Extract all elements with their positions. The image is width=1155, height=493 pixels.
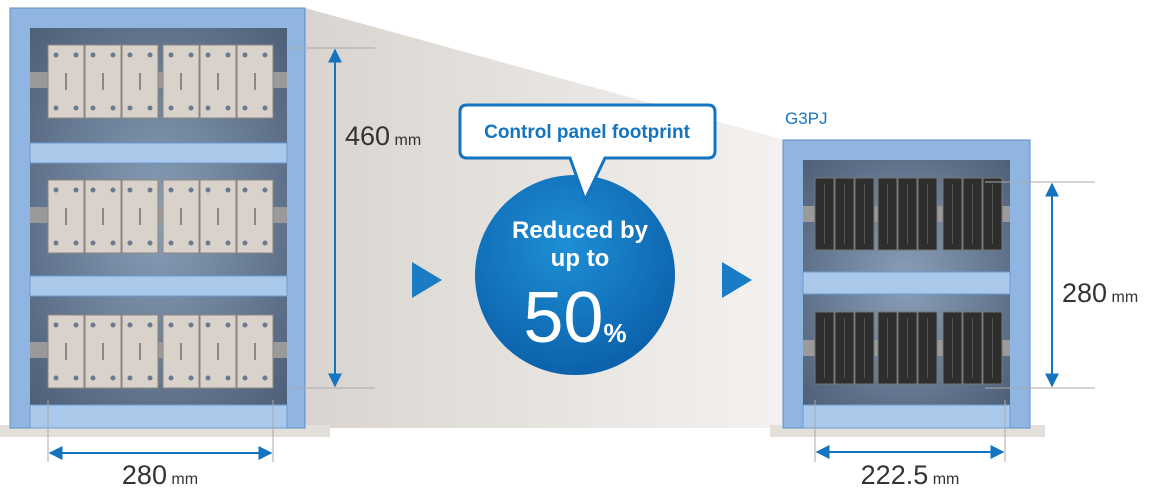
relay-screw xyxy=(90,240,96,246)
height-label: 280 mm xyxy=(1062,278,1138,308)
relay-screw xyxy=(262,322,268,328)
relay-screw xyxy=(242,375,248,381)
arrow xyxy=(412,262,442,298)
relay-screw xyxy=(53,105,59,111)
relay-screw xyxy=(262,105,268,111)
relay-screw xyxy=(90,52,96,58)
callout-text: up to xyxy=(551,245,610,272)
relay-screw xyxy=(110,187,116,193)
relay-screw xyxy=(225,375,231,381)
relay-screw xyxy=(242,322,248,328)
relay-screw xyxy=(188,375,194,381)
relay-screw xyxy=(168,322,174,328)
relay-screw xyxy=(127,105,133,111)
relay-screw xyxy=(205,240,211,246)
rail xyxy=(802,404,1011,429)
relay-screw xyxy=(90,187,96,193)
relay-screw xyxy=(147,375,153,381)
relay-screw xyxy=(168,240,174,246)
relay-screw xyxy=(110,375,116,381)
relay-screw xyxy=(53,240,59,246)
relay-screw xyxy=(110,105,116,111)
reduction-circle xyxy=(475,175,675,375)
relay-screw xyxy=(168,105,174,111)
relay-screw xyxy=(73,240,79,246)
relay-screw xyxy=(73,375,79,381)
relay-screw xyxy=(188,105,194,111)
right-panel xyxy=(782,139,1031,429)
relay-screw xyxy=(188,322,194,328)
relay-screw xyxy=(110,240,116,246)
relay-screw xyxy=(168,52,174,58)
relay-screw xyxy=(188,187,194,193)
relay-screw xyxy=(90,322,96,328)
relay-screw xyxy=(53,187,59,193)
relay-screw xyxy=(168,375,174,381)
relay-screw xyxy=(127,52,133,58)
relay-screw xyxy=(225,52,231,58)
relay-screw xyxy=(188,240,194,246)
relay-screw xyxy=(262,375,268,381)
relay-screw xyxy=(225,240,231,246)
relay-screw xyxy=(242,240,248,246)
relay-screw xyxy=(127,187,133,193)
relay-screw xyxy=(242,187,248,193)
callout-label: Control panel footprint xyxy=(484,122,690,143)
relay-screw xyxy=(147,240,153,246)
relay-screw xyxy=(225,105,231,111)
relay-screw xyxy=(147,322,153,328)
relay-screw xyxy=(205,322,211,328)
relay-screw xyxy=(168,187,174,193)
relay-screw xyxy=(205,187,211,193)
rail xyxy=(29,404,288,429)
height-label: 460 mm xyxy=(345,121,421,151)
arrow xyxy=(722,262,752,298)
callout-text: Reduced by xyxy=(512,217,649,244)
relay-screw xyxy=(242,105,248,111)
left-panel xyxy=(9,7,306,429)
product-name: G3PJ xyxy=(785,109,828,128)
width-label: 280 mm xyxy=(122,460,198,490)
dimension-guides xyxy=(47,47,1095,462)
relay-screw xyxy=(53,322,59,328)
relay-screw xyxy=(262,52,268,58)
relay-screw xyxy=(110,322,116,328)
relay-screw xyxy=(147,187,153,193)
rail xyxy=(29,142,288,164)
reduction-value: 50% xyxy=(523,278,626,358)
relay-screw xyxy=(188,52,194,58)
relay-screw xyxy=(90,375,96,381)
relay xyxy=(199,179,237,254)
relay-screw xyxy=(90,105,96,111)
relay-screw xyxy=(262,187,268,193)
relay-screw xyxy=(53,375,59,381)
relay-screw xyxy=(205,105,211,111)
relay-screw xyxy=(127,240,133,246)
relay-screw xyxy=(53,52,59,58)
relay-screw xyxy=(205,375,211,381)
relay-screw xyxy=(225,322,231,328)
relay-screw xyxy=(147,105,153,111)
relay-screw xyxy=(242,52,248,58)
rail xyxy=(802,271,1011,295)
relay-screw xyxy=(262,240,268,246)
relay-screw xyxy=(127,322,133,328)
relay-screw xyxy=(73,187,79,193)
relay-screw xyxy=(225,187,231,193)
relay-screw xyxy=(73,322,79,328)
dimension-arrows xyxy=(48,48,1059,460)
relay-screw xyxy=(73,105,79,111)
relay-screw xyxy=(110,52,116,58)
width-label: 222.5 mm xyxy=(861,460,960,490)
relay-screw xyxy=(127,375,133,381)
callout-box xyxy=(458,103,717,204)
relay-screw xyxy=(147,52,153,58)
relay-screw xyxy=(205,52,211,58)
relay-screw xyxy=(73,52,79,58)
rail xyxy=(29,275,288,297)
